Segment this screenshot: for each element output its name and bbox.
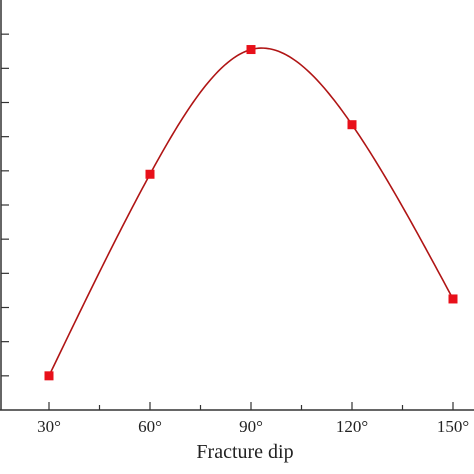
x-tick-label: 60° — [138, 417, 162, 436]
x-tick-labels: 30° 60° 90° 120° 150° — [37, 417, 469, 436]
x-tick-label: 30° — [37, 417, 61, 436]
data-point-marker — [44, 371, 54, 381]
data-markers — [44, 45, 458, 381]
data-point-marker — [347, 120, 357, 130]
axes — [0, 0, 474, 411]
x-tick-label: 120° — [336, 417, 368, 436]
x-axis-title: Fracture dip — [196, 441, 293, 463]
x-tick-label: 90° — [239, 417, 263, 436]
x-tick-label: 150° — [437, 417, 469, 436]
data-point-marker — [448, 294, 458, 304]
series-line — [48, 47, 454, 377]
y-ticks — [1, 33, 9, 377]
data-point-marker — [246, 45, 256, 55]
x-ticks — [48, 402, 454, 410]
data-point-marker — [145, 169, 155, 179]
